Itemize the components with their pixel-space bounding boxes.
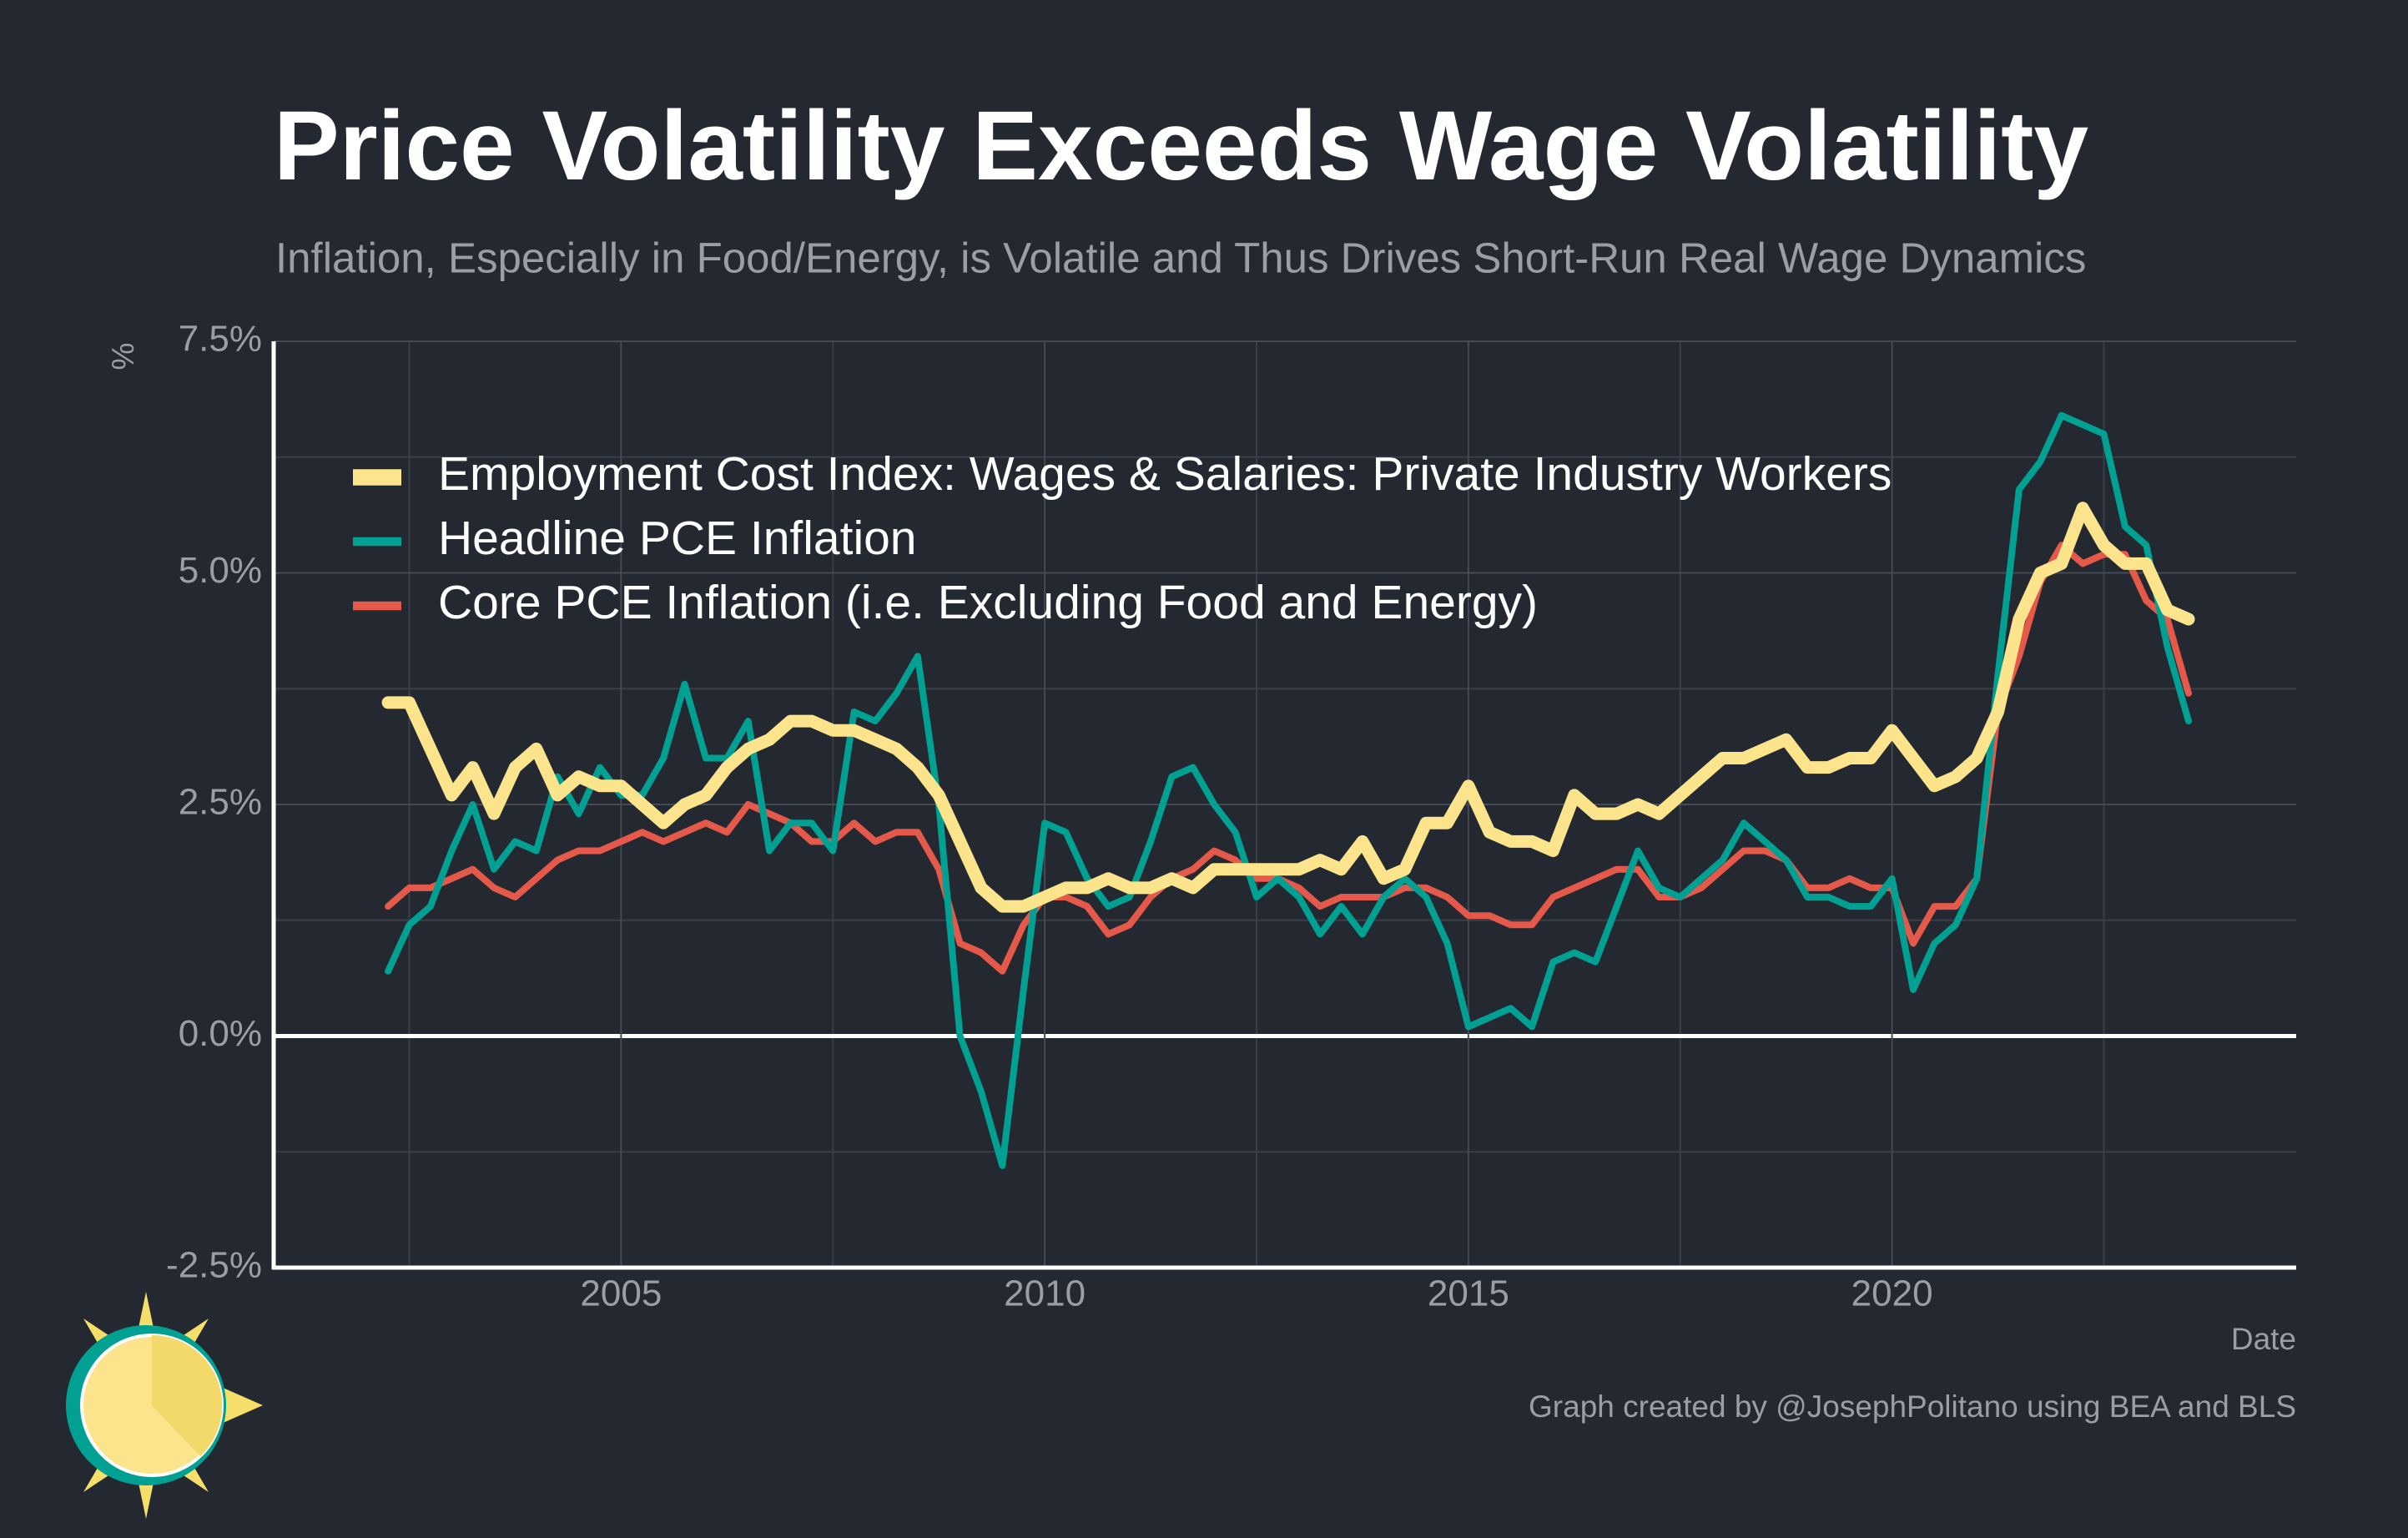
y-tick-label: 5.0% [179,550,262,591]
logo [66,1292,263,1519]
x-tick-label: 2005 [580,1273,662,1314]
y-tick-label: 7.5% [179,319,262,360]
legend-label: Headline PCE Inflation [438,512,917,565]
y-tick-label: -2.5% [166,1245,262,1286]
legend-label: Employment Cost Index: Wages & Salaries:… [438,447,1892,501]
plot-area: -2.5% 0.0% 2.5% 5.0% 7.5% 2005 2010 2015 2020 Emp… [166,319,2296,1314]
y-axis-label: % [106,343,140,371]
chart-title: Price Volatility Exceeds Wage Volatility [274,91,2088,201]
series-line [385,411,2192,1169]
series-line [381,502,2195,913]
y-tick-label: 0.0% [179,1013,262,1054]
x-tick-label: 2015 [1428,1273,1509,1314]
chart-subtitle: Inflation, Especially in Food/Energy, is… [275,234,2086,281]
x-axis-label: Date [2231,1322,2296,1356]
x-tick-label: 2020 [1851,1273,1933,1314]
x-tick-label: 2010 [1004,1273,1086,1314]
caption: Graph created by @JosephPolitano using B… [1529,1389,2296,1424]
y-tick-label: 2.5% [179,782,262,823]
legend-label: Core PCE Inflation (i.e. Excluding Food … [438,576,1538,629]
